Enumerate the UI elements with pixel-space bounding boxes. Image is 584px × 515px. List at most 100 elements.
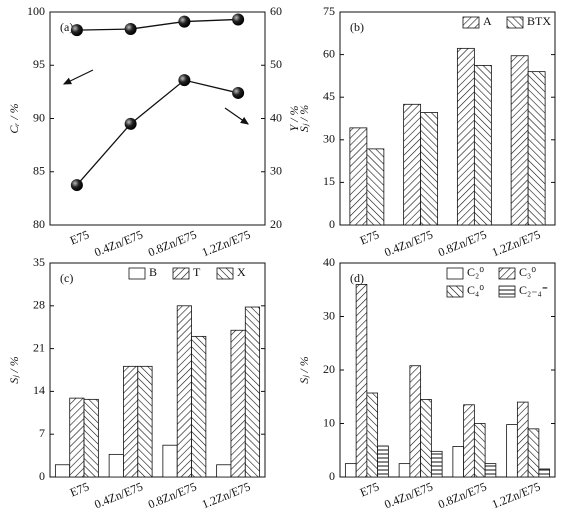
bar: [69, 397, 85, 478]
x-tick-label: 0.8Zn/E75: [146, 227, 199, 259]
bar: [452, 446, 465, 478]
arrow: [224, 107, 249, 125]
x-tick-label: E75: [68, 227, 91, 247]
bar: [409, 365, 422, 478]
y-tick-label: 40: [323, 255, 335, 269]
y-tick-label: 10: [323, 415, 335, 429]
bar: [162, 444, 178, 478]
y-tick-label: 95: [33, 57, 45, 71]
panel-label: (d): [350, 271, 364, 285]
bar: [230, 329, 246, 478]
x-tick-label: 0.8Zn/E75: [146, 479, 199, 510]
x-tick-label: 0.8Zn/E75: [436, 479, 489, 510]
y-tick-label: 20: [323, 362, 335, 376]
y-tick-label: 75: [323, 4, 335, 18]
legend-swatch: [506, 16, 524, 29]
bar: [366, 392, 379, 478]
legend-swatch: [216, 267, 234, 280]
plot-frame: [339, 11, 556, 226]
x-tick-label: E75: [358, 479, 381, 499]
bar: [403, 103, 422, 226]
point: [232, 86, 245, 99]
y-axis-label: Sⱼ / %: [297, 105, 311, 132]
bar: [510, 55, 529, 226]
plot-frame: [49, 11, 266, 226]
bar: [377, 445, 389, 478]
bar: [191, 335, 207, 478]
x-tick-label: 0.4Zn/E75: [382, 227, 435, 259]
y-tick-label: 85: [33, 164, 45, 178]
legend-label: C₄⁰: [467, 283, 484, 297]
point: [232, 13, 245, 26]
bar: [484, 463, 497, 478]
legend-swatch: [498, 267, 516, 280]
y-tick-label: 30: [323, 308, 335, 322]
x-tick-label: 0.4Zn/E75: [92, 479, 145, 510]
y-tick-label: 90: [33, 110, 45, 124]
x-tick-label: 1.2Zn/E75: [490, 227, 543, 259]
bar: [473, 64, 492, 226]
panel-label: (a): [60, 20, 73, 34]
y-tick-label: 35: [33, 255, 45, 269]
y-tick-label: 28: [33, 298, 45, 312]
legend-swatch: [446, 285, 464, 298]
y-tick-label: 100: [27, 4, 45, 18]
legend-swatch: [128, 267, 146, 280]
bar: [216, 464, 232, 478]
y-tick-label: 0: [39, 469, 45, 483]
legend-label: C₂₋₄⁼: [519, 283, 548, 297]
y-axis-label: Sⱼ / %: [297, 356, 311, 383]
series-line: [76, 18, 239, 31]
y2-tick-label: 20: [270, 217, 282, 231]
bar: [420, 399, 432, 478]
y-tick-label: 45: [323, 89, 335, 103]
point: [124, 117, 137, 130]
y-tick-label: 14: [33, 383, 45, 397]
bar: [176, 305, 192, 478]
point: [178, 15, 191, 28]
bar: [527, 71, 546, 226]
bar: [456, 47, 475, 226]
y-tick-label: 60: [323, 46, 335, 60]
legend-swatch: [446, 267, 464, 280]
legend-label: A: [483, 14, 492, 28]
y-axis-label: Sⱼ / %: [7, 356, 21, 383]
bar: [244, 306, 261, 478]
bar: [349, 127, 368, 226]
bar: [516, 401, 529, 478]
legend-label: C₃⁰: [519, 265, 536, 279]
bar: [355, 283, 368, 478]
bar: [473, 423, 486, 478]
point: [124, 23, 137, 36]
point: [70, 179, 83, 192]
arrow: [62, 69, 94, 85]
y2-tick-label: 50: [270, 57, 282, 71]
legend-label: X: [237, 265, 246, 279]
legend-label: T: [193, 265, 201, 279]
legend-label: C₂⁰: [467, 265, 484, 279]
plot-frame: [49, 262, 266, 478]
bar: [123, 365, 139, 478]
x-tick-label: E75: [68, 479, 91, 499]
y-axis-label: Cᵣ / %: [7, 103, 21, 133]
bar: [366, 148, 385, 226]
bar: [54, 464, 71, 478]
x-tick-label: 0.4Zn/E75: [92, 227, 145, 259]
legend-swatch: [172, 267, 190, 280]
x-tick-label: 0.4Zn/E75: [382, 479, 435, 510]
x-tick-label: 0.8Zn/E75: [436, 227, 489, 259]
y-tick-label: 30: [323, 132, 335, 146]
bar: [538, 468, 551, 478]
bar: [527, 428, 540, 478]
bar: [344, 463, 357, 478]
y2-tick-label: 30: [270, 164, 282, 178]
y-tick-label: 7: [39, 426, 45, 440]
y-tick-label: 80: [33, 217, 45, 231]
panel-label: (b): [350, 20, 364, 34]
y-tick-label: 0: [329, 469, 335, 483]
y2-tick-label: 40: [270, 110, 282, 124]
y2-axis-label: Y / %: [287, 105, 301, 131]
legend-label: BTX: [527, 14, 551, 28]
bar: [463, 404, 475, 478]
